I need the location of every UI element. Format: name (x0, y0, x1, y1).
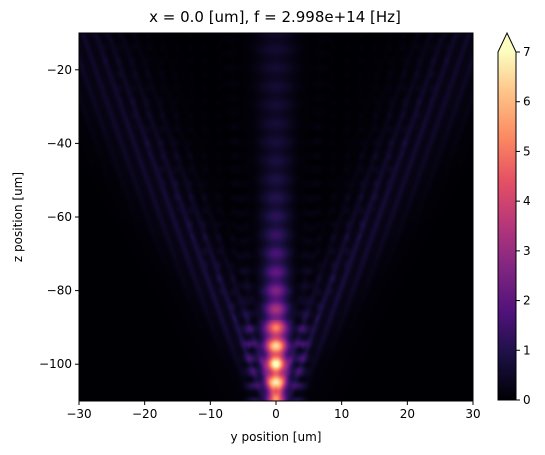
x-tick-label: 10 (334, 407, 349, 421)
colorbar-tick-label: 5 (523, 144, 531, 158)
colorbar-gradient (498, 52, 516, 400)
colorbar: 0 1 2 3 4 5 6 7 (497, 31, 531, 407)
heatmap-image (79, 33, 473, 401)
y-axis: −20 −40 −60 −80 −100 (39, 63, 79, 371)
x-tick-label: 30 (465, 407, 480, 421)
x-tick-label: 0 (272, 407, 280, 421)
y-tick-label: −20 (47, 63, 72, 77)
colorbar-frame (497, 31, 517, 401)
plot-area (78, 32, 474, 402)
colorbar-tick-label: 7 (523, 45, 531, 59)
x-tick-label: 20 (400, 407, 415, 421)
colorbar-extend-arrow (498, 33, 516, 52)
colorbar-tick-label: 1 (523, 343, 531, 357)
chart-title: x = 0.0 [um], f = 2.998e+14 [Hz] (149, 8, 401, 26)
colorbar-tick-label: 3 (523, 244, 531, 258)
x-tick-label: −10 (198, 407, 223, 421)
y-tick-label: −80 (47, 284, 72, 298)
colorbar-ticks: 0 1 2 3 4 5 6 7 (516, 45, 531, 407)
y-tick-label: −40 (47, 136, 72, 150)
x-axis: −30 −20 −10 0 10 20 30 (66, 401, 481, 421)
y-tick-label: −60 (47, 210, 72, 224)
y-axis-label: z position [um] (11, 172, 25, 262)
colorbar-tick-label: 2 (523, 294, 531, 308)
x-tick-label: −30 (66, 407, 91, 421)
x-axis-label: y position [um] (231, 430, 322, 444)
y-tick-label: −100 (39, 357, 72, 371)
colorbar-tick-label: 0 (523, 393, 531, 407)
x-tick-label: −20 (132, 407, 157, 421)
colorbar-tick-label: 6 (523, 95, 531, 109)
colorbar-tick-label: 4 (523, 194, 531, 208)
